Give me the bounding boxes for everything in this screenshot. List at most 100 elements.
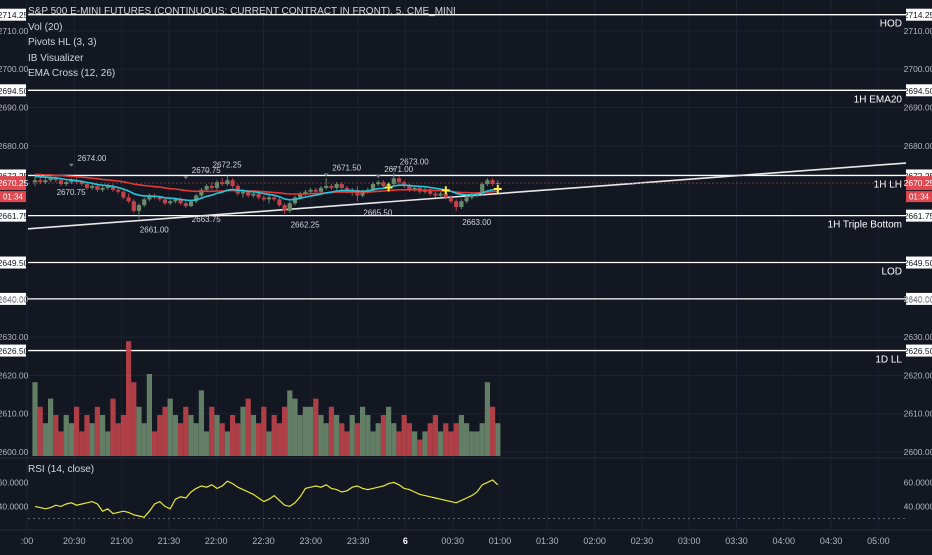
volume-bar bbox=[53, 415, 59, 456]
candle-body[interactable] bbox=[282, 205, 287, 211]
candle-body[interactable] bbox=[376, 182, 381, 185]
candle-body[interactable] bbox=[443, 193, 448, 198]
candle-body[interactable] bbox=[209, 185, 214, 188]
candle-body[interactable] bbox=[69, 180, 74, 183]
candle-body[interactable] bbox=[292, 197, 298, 204]
candle-body[interactable] bbox=[214, 182, 220, 188]
candle-body[interactable] bbox=[251, 193, 256, 196]
candle-body[interactable] bbox=[448, 197, 454, 202]
candle-body[interactable] bbox=[480, 184, 485, 194]
candle-body[interactable] bbox=[58, 180, 64, 185]
candle-body[interactable] bbox=[142, 199, 147, 206]
candle-body[interactable] bbox=[204, 185, 209, 190]
indicator-ema-cross[interactable]: EMA Cross (12, 26) bbox=[28, 68, 116, 79]
candle-body[interactable] bbox=[199, 189, 204, 196]
candle-body[interactable] bbox=[303, 191, 308, 194]
level-label[interactable]: 1H LH bbox=[874, 179, 902, 190]
candle-body[interactable] bbox=[485, 180, 490, 185]
candle-body[interactable] bbox=[464, 197, 469, 202]
rsi-pane: RSI (14, close) 60.0000 60.0000 40.0000 40.0… bbox=[0, 464, 932, 519]
candle-body[interactable] bbox=[370, 184, 376, 190]
candle-body[interactable] bbox=[194, 195, 199, 202]
candle-body[interactable] bbox=[428, 189, 433, 194]
candle-body[interactable] bbox=[95, 185, 100, 190]
candle-body[interactable] bbox=[32, 180, 38, 183]
level-label[interactable]: LOD bbox=[881, 267, 902, 278]
candle-body[interactable] bbox=[396, 178, 402, 183]
candle-body[interactable] bbox=[110, 185, 116, 190]
candle-body[interactable] bbox=[256, 193, 261, 198]
candle-body[interactable] bbox=[261, 197, 266, 200]
candle-body[interactable] bbox=[277, 199, 282, 206]
candle-body[interactable] bbox=[136, 205, 142, 211]
countdown-badge-right bbox=[906, 191, 932, 203]
candle-body[interactable] bbox=[79, 182, 84, 185]
candle-body[interactable] bbox=[490, 180, 495, 185]
candle-body[interactable] bbox=[173, 199, 178, 202]
candle-body[interactable] bbox=[329, 185, 334, 188]
candle-body[interactable] bbox=[266, 197, 272, 200]
candle-body[interactable] bbox=[454, 201, 459, 208]
candle-body[interactable] bbox=[121, 191, 126, 198]
rsi-legend[interactable]: RSI (14, close) bbox=[28, 464, 94, 475]
candle-body[interactable] bbox=[90, 185, 95, 188]
candle-body[interactable] bbox=[381, 182, 386, 186]
candle-body[interactable] bbox=[188, 201, 194, 207]
candle-body[interactable] bbox=[298, 193, 303, 198]
candle-body[interactable] bbox=[313, 189, 318, 192]
candle-body[interactable] bbox=[168, 201, 173, 204]
candle-body[interactable] bbox=[339, 184, 344, 188]
candle-body[interactable] bbox=[495, 183, 500, 185]
candle-body[interactable] bbox=[84, 184, 90, 188]
candle-body[interactable] bbox=[38, 180, 43, 183]
ema-slow-line bbox=[35, 173, 498, 195]
candle-body[interactable] bbox=[469, 195, 474, 198]
volume-bar bbox=[63, 415, 69, 456]
candle-body[interactable] bbox=[43, 180, 48, 183]
candle-body[interactable] bbox=[407, 185, 412, 190]
candle-body[interactable] bbox=[183, 203, 188, 207]
level-price-badge-right bbox=[906, 8, 932, 21]
candle-body[interactable] bbox=[459, 201, 464, 208]
level-label[interactable]: 1H Triple Bottom bbox=[828, 220, 902, 231]
candle-body[interactable] bbox=[178, 199, 183, 204]
candle-body[interactable] bbox=[391, 178, 396, 185]
candle-body[interactable] bbox=[126, 197, 131, 202]
candle-body[interactable] bbox=[412, 187, 417, 190]
indicator-ib[interactable]: IB Visualizer bbox=[28, 52, 84, 64]
candle-body[interactable] bbox=[64, 182, 69, 185]
candle-body[interactable] bbox=[240, 191, 246, 194]
candle-body[interactable] bbox=[131, 201, 136, 211]
candle-body[interactable] bbox=[48, 178, 53, 181]
level-label[interactable]: 1D LL bbox=[875, 355, 902, 366]
candle-body[interactable] bbox=[105, 185, 110, 188]
candle-body[interactable] bbox=[334, 184, 339, 188]
candle-body[interactable] bbox=[162, 199, 168, 204]
candle-body[interactable] bbox=[225, 180, 230, 185]
candle-body[interactable] bbox=[324, 185, 329, 188]
candle-body[interactable] bbox=[433, 193, 438, 196]
level-label[interactable]: HOD bbox=[880, 19, 902, 30]
candle-body[interactable] bbox=[402, 182, 407, 186]
indicator-vol[interactable]: Vol (20) bbox=[28, 21, 63, 33]
candle-body[interactable] bbox=[308, 189, 313, 192]
candle-body[interactable] bbox=[438, 193, 443, 196]
candle-body[interactable] bbox=[220, 182, 225, 185]
candle-body[interactable] bbox=[100, 187, 105, 190]
symbol-title[interactable]: S&P 500 E-MINI FUTURES (CONTINUOUS: CURR… bbox=[28, 6, 456, 17]
candle-body[interactable] bbox=[246, 191, 251, 196]
indicator-pivots[interactable]: Pivots HL (3, 3) bbox=[28, 37, 97, 48]
candle-body[interactable] bbox=[147, 195, 152, 200]
candle-body[interactable] bbox=[53, 178, 58, 181]
candle-body[interactable] bbox=[272, 197, 277, 200]
candle-body[interactable] bbox=[230, 180, 235, 186]
candle-body[interactable] bbox=[318, 187, 324, 192]
candle-body[interactable] bbox=[157, 197, 162, 200]
volume-bar bbox=[479, 423, 485, 456]
candle-body[interactable] bbox=[360, 191, 365, 196]
candle-body[interactable] bbox=[116, 189, 121, 192]
candle-body[interactable] bbox=[287, 203, 292, 211]
level-label[interactable]: 1H EMA20 bbox=[854, 94, 903, 105]
